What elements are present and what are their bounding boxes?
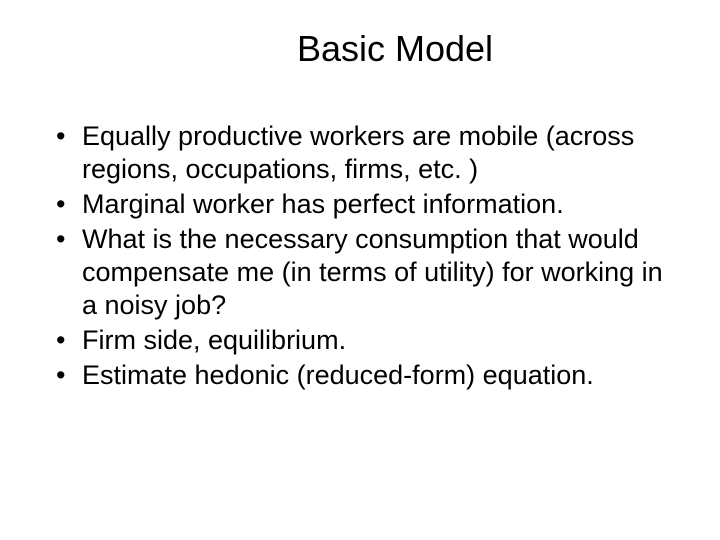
slide-title: Basic Model: [50, 28, 670, 70]
slide: Basic Model Equally productive workers a…: [0, 0, 720, 540]
list-item: Estimate hedonic (reduced-form) equation…: [50, 359, 670, 392]
bullet-list: Equally productive workers are mobile (a…: [50, 120, 670, 392]
list-item: Marginal worker has perfect information.: [50, 188, 670, 221]
list-item: Firm side, equilibrium.: [50, 324, 670, 357]
list-item: Equally productive workers are mobile (a…: [50, 120, 670, 186]
list-item: What is the necessary consumption that w…: [50, 223, 670, 322]
